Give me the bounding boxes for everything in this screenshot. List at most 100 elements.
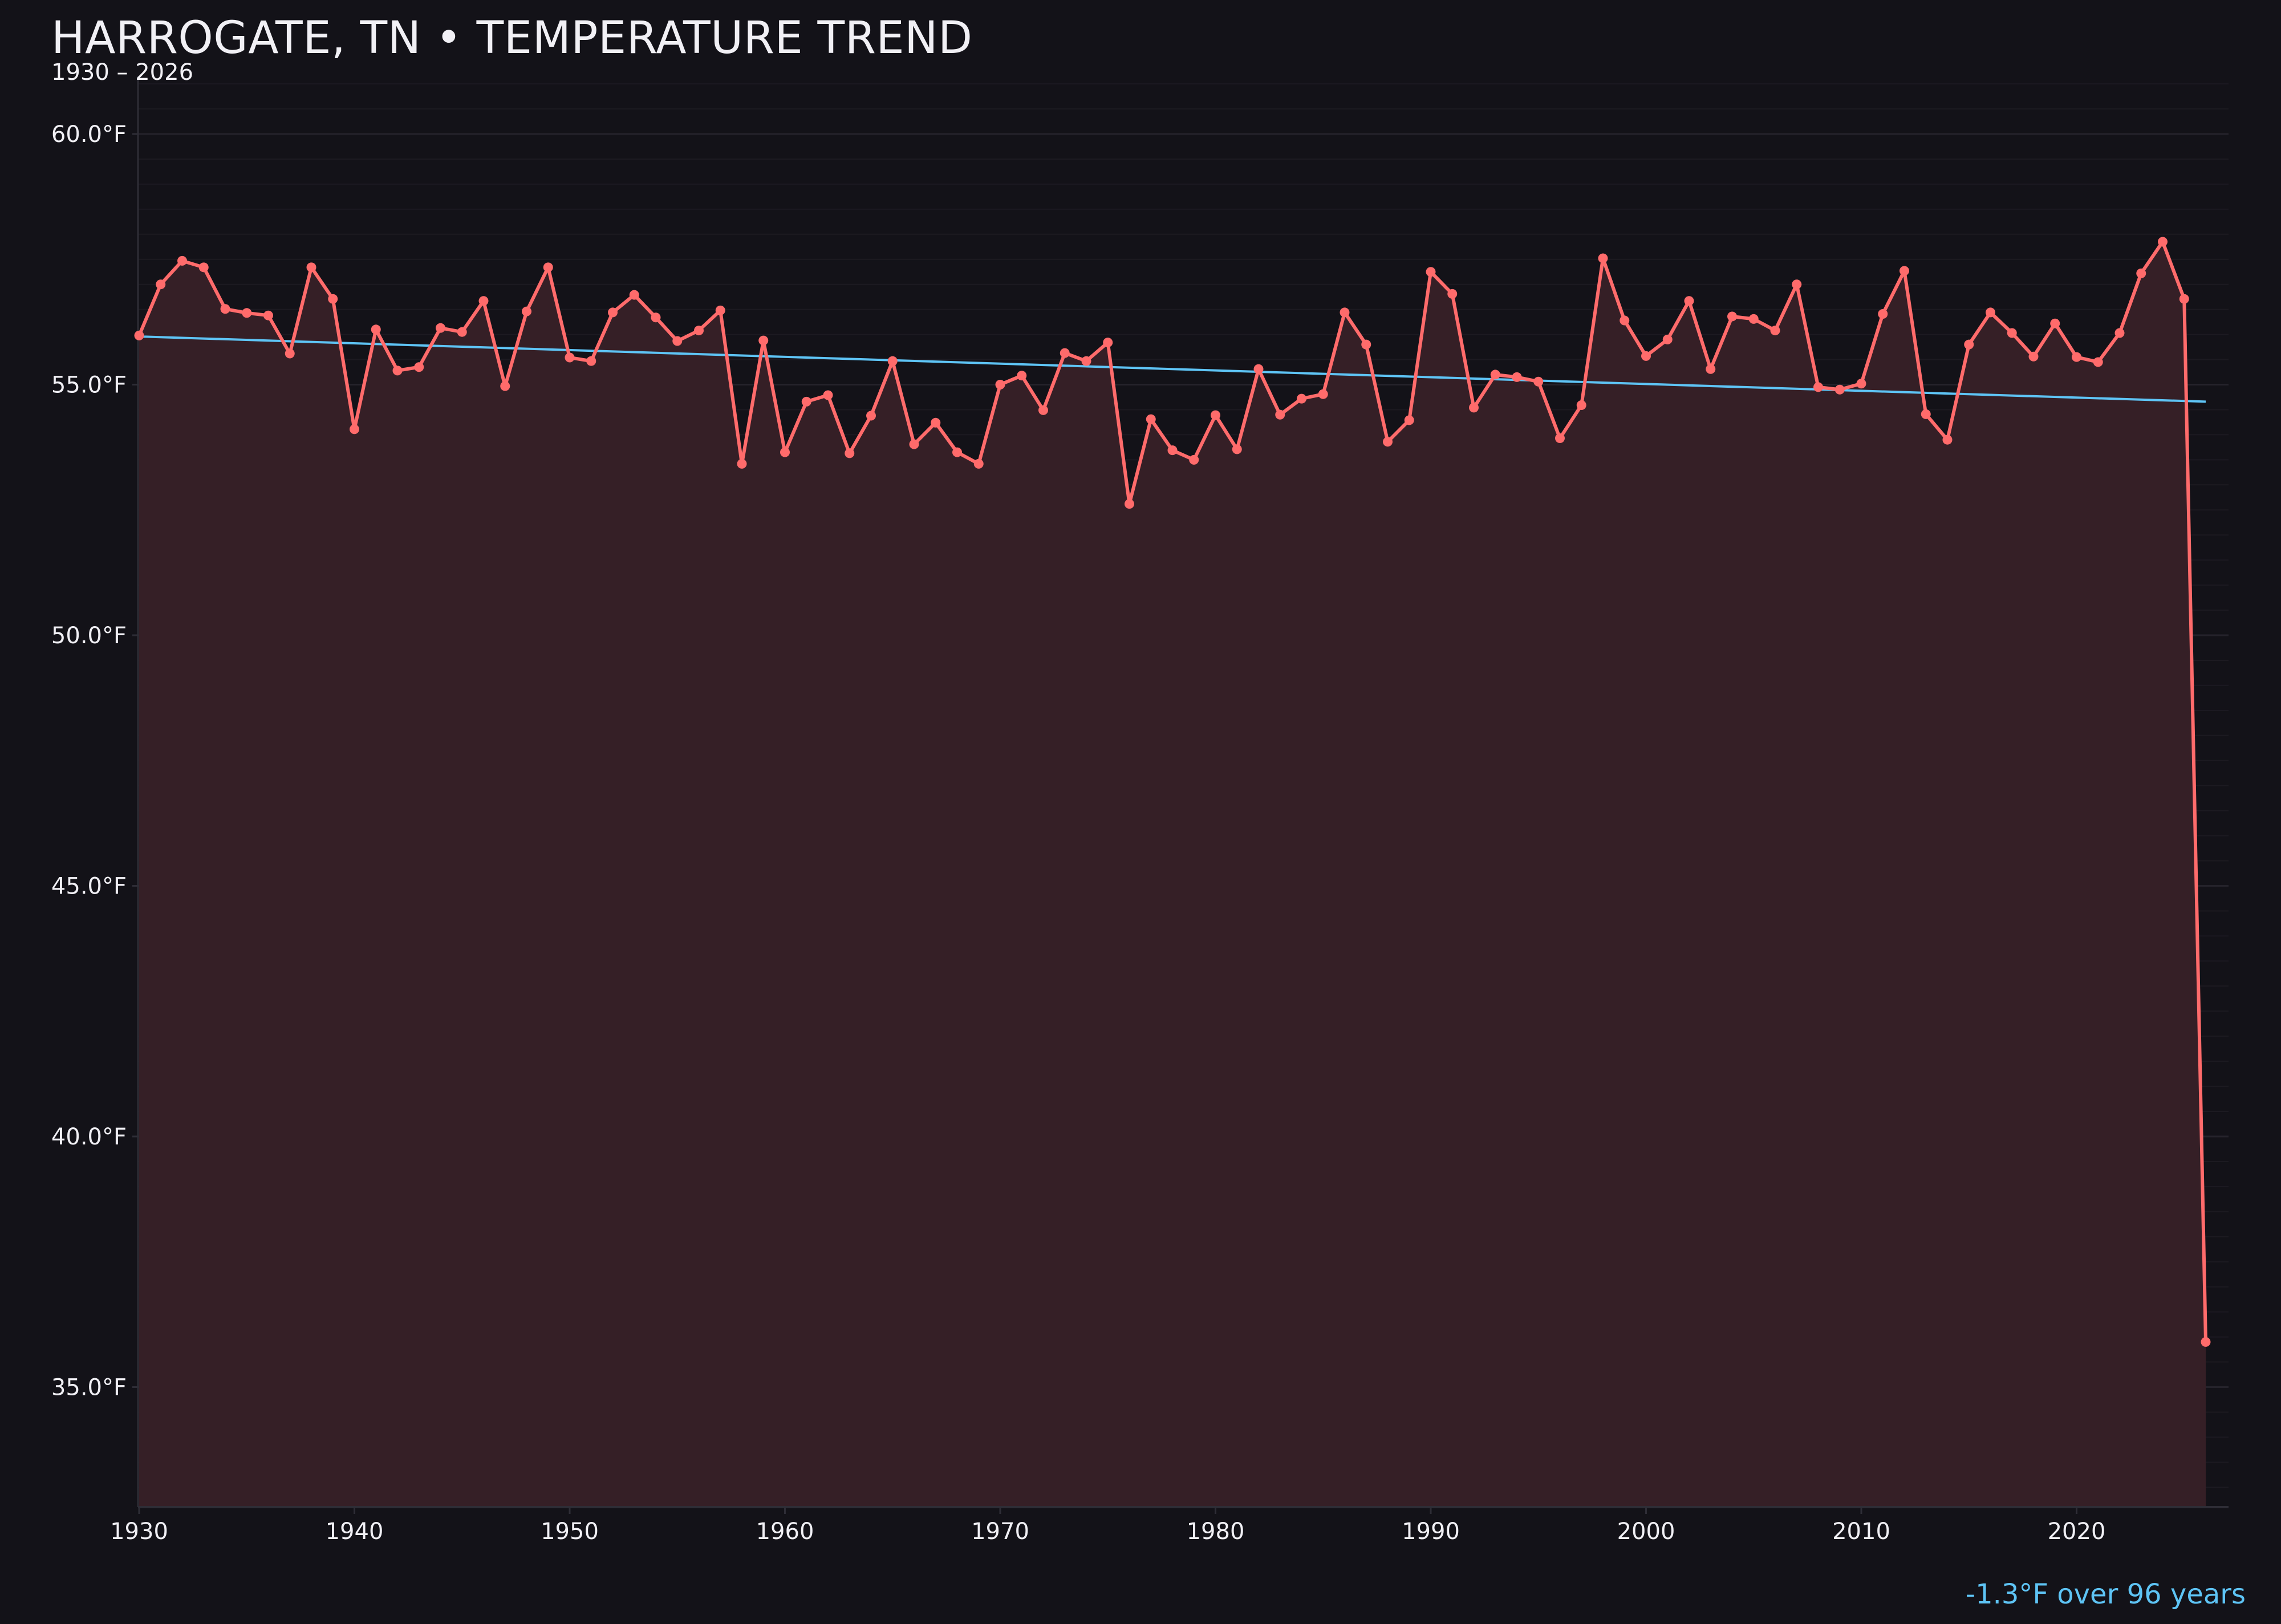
data-point — [1921, 409, 1931, 419]
y-tick-label: 55.0°F — [51, 372, 127, 399]
data-point — [931, 417, 941, 428]
trend-annotation: -1.3°F over 96 years — [1965, 1578, 2246, 1610]
data-point — [1986, 307, 1995, 318]
x-axis-tick-labels: 1930 1940 1950 1960 1970 1980 1990 2000 2010 2020 — [110, 1507, 2105, 1545]
data-point — [2201, 1337, 2211, 1347]
data-point — [2028, 351, 2039, 362]
data-point-markers — [134, 237, 2211, 1347]
x-tick-label: 1960 — [756, 1519, 814, 1545]
data-point — [973, 458, 984, 469]
data-point — [392, 366, 403, 376]
data-point — [285, 348, 295, 359]
data-point — [198, 262, 209, 273]
axes — [137, 76, 2229, 1508]
data-point — [1253, 364, 1264, 374]
data-point — [952, 447, 962, 457]
x-tick-label: 2020 — [2048, 1519, 2106, 1545]
data-point — [1900, 266, 1909, 276]
data-point — [1447, 289, 1458, 299]
data-point — [371, 324, 381, 335]
x-tick-label: 1990 — [1402, 1519, 1460, 1545]
x-tick-label: 1940 — [326, 1519, 384, 1545]
data-point — [1813, 382, 1823, 392]
data-point — [823, 390, 833, 400]
data-point — [2158, 237, 2168, 247]
data-point — [1189, 454, 1199, 465]
data-point — [1555, 433, 1565, 444]
y-tick-label: 60.0°F — [51, 121, 127, 148]
data-point — [1017, 371, 1027, 381]
data-point — [1533, 376, 1544, 387]
data-point — [1490, 370, 1500, 380]
data-point — [672, 336, 683, 346]
data-point — [2050, 318, 2060, 328]
data-point — [306, 262, 316, 273]
data-point — [1598, 253, 1608, 263]
data-point — [2136, 268, 2146, 278]
data-point — [801, 396, 811, 407]
data-point — [1060, 348, 1070, 358]
data-point — [1727, 311, 1737, 322]
data-point — [1318, 389, 1328, 399]
data-point — [1426, 267, 1436, 277]
data-point — [414, 362, 424, 372]
x-tick-label: 2010 — [1832, 1519, 1890, 1545]
data-point — [629, 290, 639, 300]
chart-title: HARROGATE, TN • TEMPERATURE TREND — [51, 13, 973, 64]
data-point — [543, 262, 553, 273]
data-point — [1684, 296, 1694, 306]
data-point — [1834, 384, 1845, 395]
y-tick-label: 50.0°F — [51, 623, 127, 649]
data-point — [780, 447, 790, 457]
data-point — [220, 304, 230, 314]
data-point — [1103, 338, 1113, 348]
data-point — [1125, 499, 1134, 509]
data-point — [1641, 351, 1651, 361]
trend-line — [139, 335, 2206, 403]
data-point — [866, 411, 876, 421]
data-point — [1856, 379, 1866, 389]
data-point — [1662, 334, 1673, 344]
data-point — [758, 335, 769, 346]
data-point — [2072, 352, 2081, 362]
data-point — [1297, 393, 1306, 404]
data-point — [500, 381, 510, 391]
data-point — [1404, 415, 1414, 425]
chart-subtitle: 1930 – 2026 — [51, 59, 194, 86]
data-point — [1038, 405, 1048, 415]
data-point — [263, 310, 273, 320]
x-tick-label: 1950 — [541, 1519, 599, 1545]
data-point — [608, 307, 618, 318]
data-point — [586, 356, 596, 366]
data-point — [715, 305, 725, 315]
y-tick-label: 35.0°F — [51, 1375, 127, 1401]
data-point — [2093, 357, 2103, 367]
data-point — [1576, 400, 1586, 411]
data-point — [1081, 356, 1091, 366]
data-point — [1770, 326, 1780, 336]
data-point — [995, 380, 1005, 389]
data-point — [737, 458, 747, 469]
data-point — [1792, 279, 1802, 290]
y-tick-label: 45.0°F — [51, 874, 127, 900]
x-tick-label: 1980 — [1187, 1519, 1245, 1545]
data-point — [242, 308, 252, 318]
data-point — [1275, 409, 1285, 420]
data-point — [1232, 444, 1242, 454]
data-point — [565, 352, 575, 363]
data-point — [522, 306, 531, 316]
data-point — [2179, 294, 2189, 304]
data-point — [1383, 437, 1393, 447]
data-point — [156, 279, 166, 290]
data-point — [1878, 309, 1888, 319]
data-point — [1942, 435, 1953, 445]
data-point — [909, 439, 919, 449]
temperature-area-fill — [139, 241, 2206, 1508]
data-point — [1706, 364, 1716, 374]
data-point — [651, 312, 661, 323]
data-point — [1340, 307, 1350, 318]
x-tick-label: 1970 — [971, 1519, 1029, 1545]
data-point — [1361, 339, 1371, 350]
data-point — [1469, 403, 1479, 413]
